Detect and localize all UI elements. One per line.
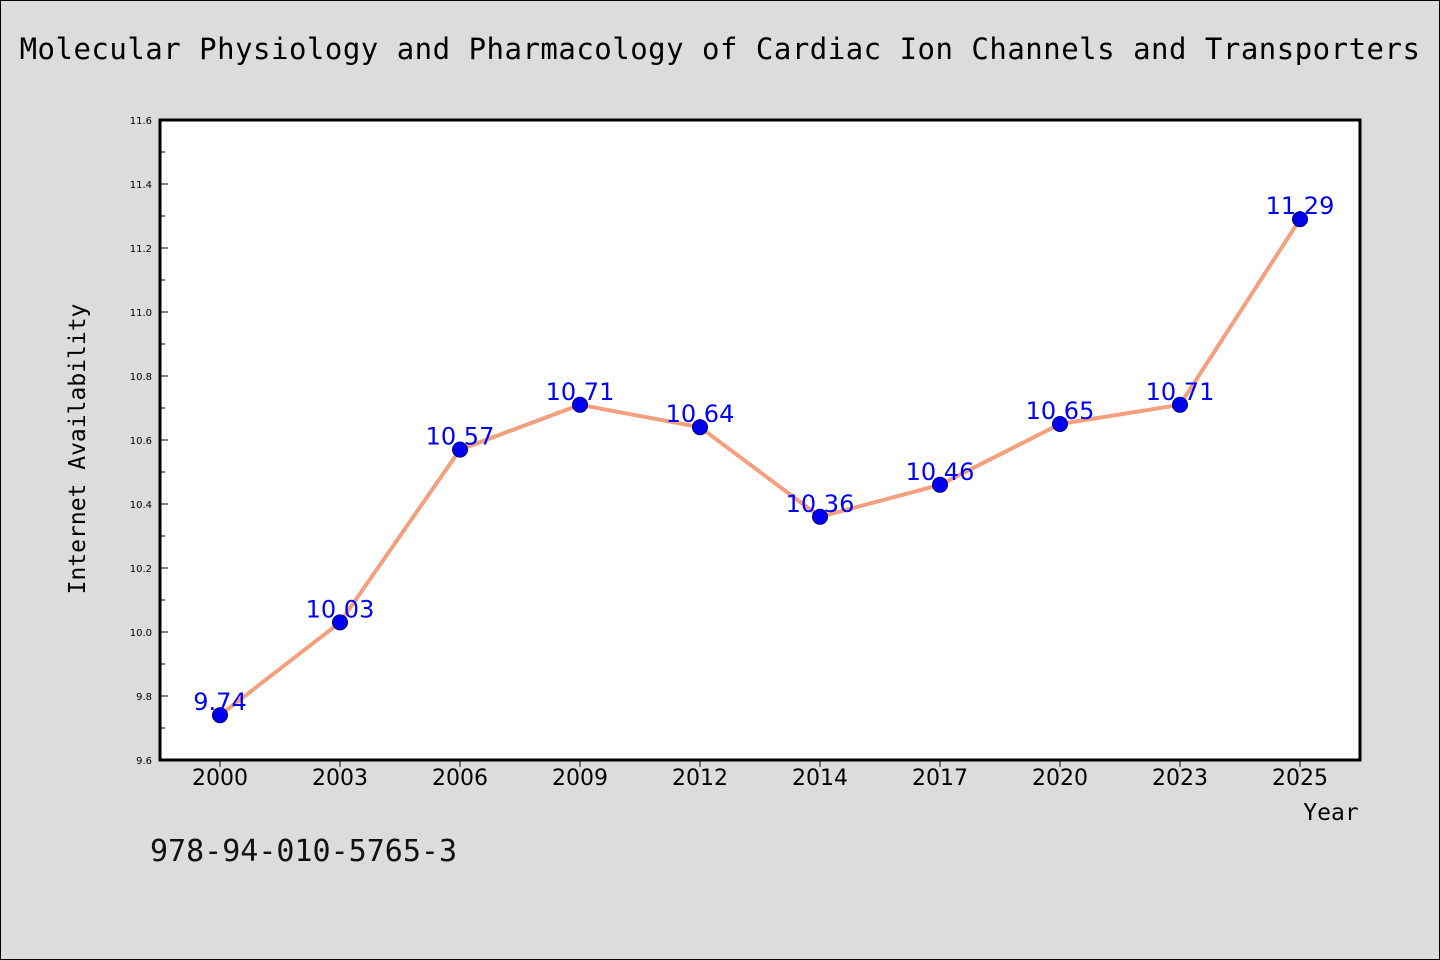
x-axis-label: Year — [1303, 800, 1358, 826]
data-point — [932, 476, 948, 493]
data-label: 10.71 — [1146, 378, 1215, 406]
y-tick-label: 10.4 — [130, 500, 152, 511]
data-point — [692, 419, 708, 436]
isbn-text: 978-94-010-5765-3 — [150, 834, 458, 869]
data-point — [452, 441, 468, 458]
data-label: 10.36 — [786, 490, 855, 518]
y-tick-label: 9.6 — [136, 756, 152, 767]
chart-title: Molecular Physiology and Pharmacology of… — [19, 32, 1421, 66]
data-point — [1292, 211, 1308, 228]
data-label: 10.57 — [426, 423, 495, 451]
data-label: 10.46 — [906, 458, 975, 486]
x-tick-label: 2003 — [312, 766, 368, 791]
x-tick-label: 2006 — [432, 766, 488, 791]
data-label: 10.71 — [546, 378, 615, 406]
data-point — [212, 707, 228, 724]
y-tick-label: 11.2 — [130, 244, 152, 255]
plot-frame — [158, 118, 1362, 762]
x-tick-label: 2020 — [1032, 766, 1088, 791]
x-tick-label: 2012 — [672, 766, 728, 791]
y-tick-label: 9.8 — [136, 692, 152, 703]
x-tick-label: 2000 — [192, 766, 248, 791]
y-tick-label: 10.2 — [130, 564, 152, 575]
data-label: 10.65 — [1026, 397, 1095, 425]
y-tick-label: 10.8 — [130, 372, 152, 383]
x-tick-label: 2023 — [1152, 766, 1208, 791]
data-point — [812, 508, 828, 525]
data-label: 10.64 — [666, 400, 735, 428]
data-point — [1052, 416, 1068, 432]
x-tick-label: 2017 — [912, 766, 968, 791]
plot-area — [160, 120, 1360, 760]
data-label: 10.03 — [306, 595, 375, 623]
y-tick-label: 10.0 — [130, 628, 152, 639]
y-tick-label: 10.6 — [130, 436, 152, 447]
data-point — [332, 614, 348, 631]
series-line — [218, 217, 1302, 718]
data-label: 9.74 — [193, 688, 246, 716]
data-point — [1172, 396, 1188, 413]
y-tick-label: 11.4 — [130, 180, 152, 191]
y-tick-label: 11.6 — [130, 116, 152, 127]
data-label: 11.29 — [1266, 192, 1335, 220]
x-tick-label: 2025 — [1272, 766, 1328, 791]
data-point — [572, 396, 588, 413]
y-tick-label: 11.0 — [130, 308, 152, 319]
y-axis-label: Internet Availability — [65, 304, 91, 595]
x-tick-label: 2014 — [792, 766, 848, 791]
x-tick-label: 2009 — [552, 766, 608, 791]
